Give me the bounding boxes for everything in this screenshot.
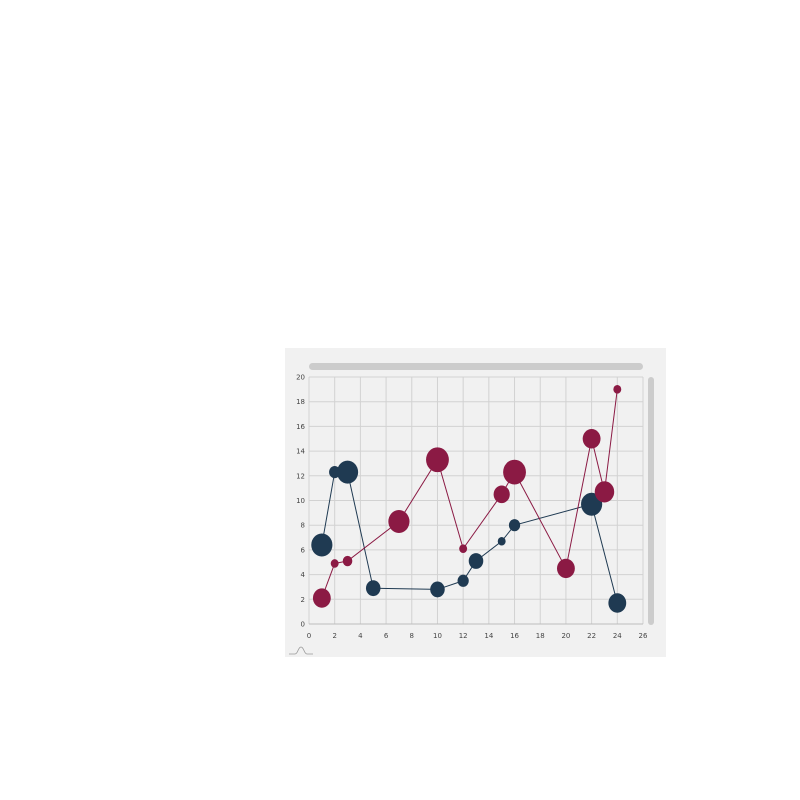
- series-line: [321, 471, 618, 604]
- y-tick-label: 2: [301, 596, 305, 604]
- y-tick-label: 14: [296, 448, 305, 456]
- y-tick-label: 18: [296, 398, 305, 406]
- data-point: [336, 460, 359, 484]
- x-tick-label: 24: [613, 632, 622, 640]
- data-point: [503, 459, 526, 485]
- horizontal-scrollbar[interactable]: [309, 363, 643, 370]
- series-1: [311, 460, 627, 613]
- y-tick-label: 10: [296, 497, 305, 505]
- y-tick-label: 4: [301, 571, 306, 579]
- data-point: [430, 581, 445, 598]
- data-point: [388, 509, 410, 533]
- x-tick-label: 22: [587, 632, 596, 640]
- data-point: [311, 533, 333, 557]
- data-point: [582, 429, 601, 449]
- x-tick-label: 4: [358, 632, 363, 640]
- series-layer: [311, 385, 627, 613]
- data-point: [365, 580, 381, 597]
- y-tick-label: 16: [296, 423, 305, 431]
- series-2: [312, 385, 622, 608]
- data-point: [468, 553, 484, 569]
- y-tick-label: 8: [301, 522, 305, 530]
- data-point: [556, 558, 575, 579]
- y-tick-label: 6: [301, 546, 306, 554]
- x-tick-label: 8: [410, 632, 414, 640]
- x-tick-label: 16: [510, 632, 519, 640]
- chart-panel: 0 2 4 6 8 10 12 14 16 18 20 22 24 26 0 2 4 6 8 10 12 14 16 18 20: [285, 348, 666, 657]
- data-point: [342, 555, 353, 567]
- bell-curve-icon: [289, 646, 313, 655]
- data-point: [613, 385, 622, 394]
- x-tick-label: 6: [384, 632, 389, 640]
- data-point: [312, 588, 331, 608]
- x-tick-label: 2: [332, 632, 336, 640]
- y-tick-label: 0: [301, 621, 305, 629]
- x-tick-label: 18: [536, 632, 545, 640]
- data-point: [594, 481, 615, 503]
- x-tick-label: 10: [433, 632, 442, 640]
- x-tick-label: 20: [561, 632, 570, 640]
- data-point: [493, 485, 510, 504]
- data-point: [457, 574, 469, 587]
- x-tick-label: 12: [459, 632, 468, 640]
- data-point: [497, 536, 506, 546]
- data-point: [426, 447, 449, 473]
- data-point: [508, 519, 521, 532]
- vertical-scrollbar[interactable]: [648, 377, 654, 625]
- x-tick-label: 14: [484, 632, 493, 640]
- y-tick-label: 12: [296, 472, 305, 480]
- x-tick-label: 26: [639, 632, 648, 640]
- data-point: [330, 559, 339, 568]
- grid: [308, 376, 644, 625]
- y-tick-label: 20: [296, 374, 305, 382]
- x-tick-label: 0: [307, 632, 311, 640]
- data-point: [608, 593, 627, 613]
- data-point: [459, 544, 468, 553]
